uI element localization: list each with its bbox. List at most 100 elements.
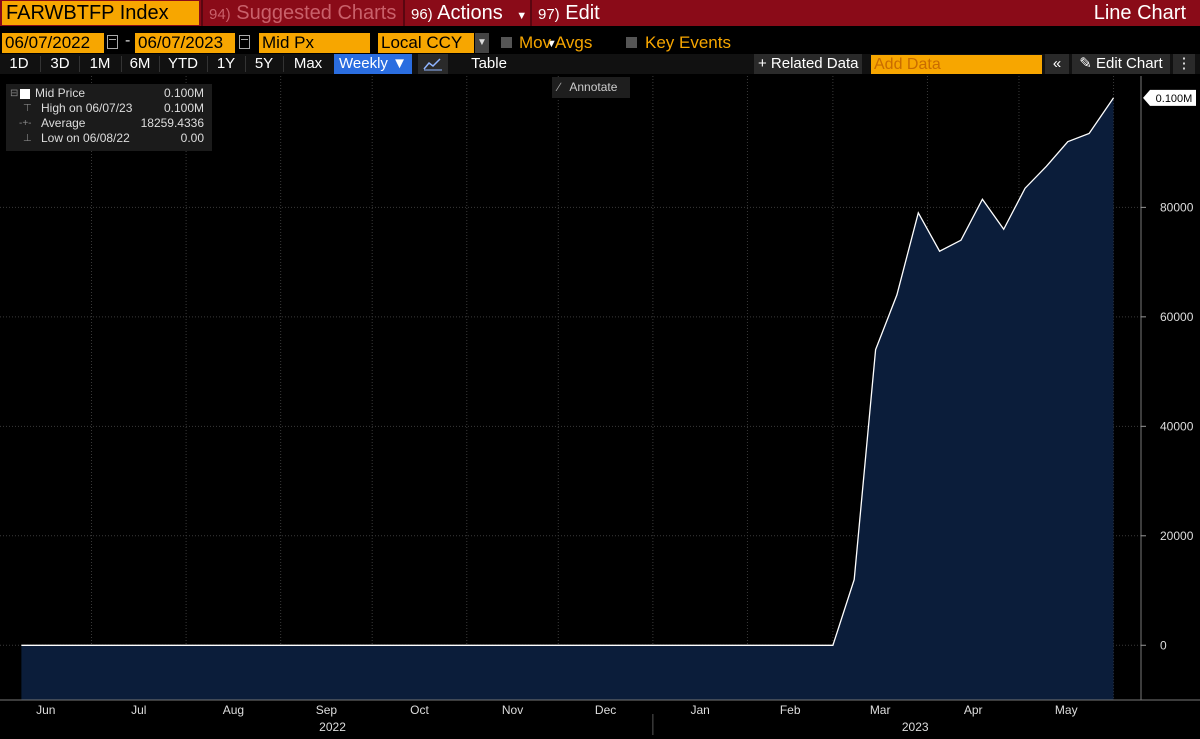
menu-number: 97): [538, 6, 560, 23]
field-selector[interactable]: Mid Px: [259, 33, 370, 53]
pencil-icon: ∕: [558, 80, 561, 94]
legend-series-row[interactable]: ⊟ Mid Price 0.100M: [6, 86, 212, 101]
menu-number: 94): [209, 6, 231, 23]
edit-menu[interactable]: 97) Edit ▼: [530, 0, 622, 50]
ticker-field[interactable]: FARWBTFP Index: [2, 1, 199, 25]
x-axis-labels: Jun Jul Aug Sep Oct Nov Dec Jan Feb Mar Apr May 2022…: [36, 703, 1078, 735]
price-series-line[interactable]: [21, 97, 1115, 646]
y-axis-ticks: 0 20000 40000 60000 80000: [1141, 200, 1194, 652]
legend-series-name: Mid Price: [35, 86, 86, 100]
menu-label: Actions: [437, 2, 503, 24]
annotate-label: Annotate: [569, 80, 618, 94]
divider: [283, 56, 284, 72]
key-events-label[interactable]: Key Events: [645, 33, 731, 52]
x-tick-label: Feb: [780, 703, 801, 717]
divider: [207, 56, 208, 72]
menu-label: Suggested Charts: [236, 2, 397, 24]
legend-panel[interactable]: ⊟ Mid Price 0.100M ⊤ High on 06/07/23 0.…: [6, 84, 212, 151]
y-tick-label: 20000: [1160, 529, 1194, 543]
table-view-button[interactable]: Table: [471, 55, 507, 72]
legend-low-row: ⊥ Low on 06/08/22 0.00: [6, 131, 212, 146]
x-tick-label: May: [1055, 703, 1078, 717]
range-1y-button[interactable]: 1Y: [216, 55, 236, 72]
add-data-input[interactable]: Add Data: [871, 55, 1042, 74]
date-separator: -: [125, 32, 131, 49]
x-tick-label: Nov: [502, 703, 523, 717]
actions-menu[interactable]: 96) Actions ▼: [403, 0, 530, 26]
range-ytd-button[interactable]: YTD: [168, 55, 198, 72]
annotate-button[interactable]: ∕ Annotate: [552, 77, 630, 98]
x-tick-label: Dec: [595, 703, 616, 717]
menu-label: Edit: [565, 2, 600, 24]
more-options-icon[interactable]: ⋮: [1173, 54, 1195, 74]
toolbar: 1D 3D 1M 6M YTD 1Y 5Y Max Weekly ▼ Table…: [0, 54, 1200, 74]
y-tick-label: 80000: [1160, 200, 1194, 214]
divider: [40, 56, 41, 72]
low-marker-icon: ⊥: [23, 133, 32, 144]
range-1m-button[interactable]: 1M: [89, 55, 111, 72]
related-data-button[interactable]: + Related Data: [754, 54, 862, 74]
chevron-down-icon: ▼: [546, 38, 557, 50]
range-6m-button[interactable]: 6M: [129, 55, 151, 72]
legend-high-label: High on 06/07/23: [41, 101, 133, 115]
chevron-down-icon[interactable]: ▼: [475, 33, 489, 53]
divider: [121, 56, 122, 72]
range-1d-button[interactable]: 1D: [9, 55, 29, 72]
x-tick-label: Jul: [131, 703, 146, 717]
edit-chart-button[interactable]: ✎ Edit Chart: [1072, 54, 1170, 74]
legend-low-label: Low on 06/08/22: [41, 131, 130, 145]
chevron-down-icon: ▼: [516, 10, 528, 22]
x-tick-label: Aug: [223, 703, 244, 717]
series-color-swatch: [20, 89, 30, 99]
high-marker-icon: ⊤: [23, 103, 32, 114]
legend-high-row: ⊤ High on 06/07/23 0.100M: [6, 101, 212, 116]
calendar-icon[interactable]: [239, 35, 250, 49]
last-value-label: 0.100M: [1156, 93, 1193, 105]
range-3d-button[interactable]: 3D: [50, 55, 70, 72]
y-tick-label: 60000: [1160, 310, 1194, 324]
x-tick-label: Mar: [870, 703, 891, 717]
parameter-row: 06/07/2022 - 06/07/2023 Mid Px Local CCY…: [0, 32, 1200, 54]
divider: [79, 56, 80, 72]
range-max-button[interactable]: Max: [293, 55, 323, 72]
y-tick-label: 40000: [1160, 419, 1194, 433]
price-area-fill: [21, 97, 1114, 700]
collapse-icon[interactable]: «: [1045, 54, 1069, 74]
year-label: 2022: [319, 720, 346, 734]
year-label: 2023: [902, 720, 929, 734]
start-date-field[interactable]: 06/07/2022: [2, 33, 104, 53]
period-weekly-dropdown[interactable]: Weekly ▼: [334, 54, 412, 74]
range-5y-button[interactable]: 5Y: [254, 55, 274, 72]
x-tick-label: Jun: [36, 703, 55, 717]
expand-icon[interactable]: ⊟: [10, 88, 19, 99]
calendar-icon[interactable]: [107, 35, 118, 49]
average-marker-icon: -+-: [19, 118, 32, 129]
last-value-tag: [1143, 89, 1196, 106]
divider: [245, 56, 246, 72]
legend-low-value: 0.00: [180, 131, 204, 145]
legend-average-value: 18259.4336: [140, 116, 204, 130]
suggested-charts-menu[interactable]: 94) Suggested Charts: [201, 0, 403, 26]
last-value-marker: 0.100M: [1143, 89, 1196, 106]
y-tick-label: 0: [1160, 638, 1167, 652]
line-chart-glyph: [423, 58, 442, 71]
legend-average-label: Average: [41, 116, 86, 130]
x-tick-label: Apr: [964, 703, 983, 717]
legend-average-row: -+- Average 18259.4336: [6, 116, 212, 131]
legend-high-value: 0.100M: [163, 101, 204, 115]
x-tick-label: Sep: [316, 703, 338, 717]
currency-selector[interactable]: Local CCY: [378, 33, 474, 53]
divider: [159, 56, 160, 72]
mov-avgs-checkbox[interactable]: [501, 37, 512, 48]
legend-series-value: 0.100M: [163, 86, 204, 100]
chart-type-label: Line Chart: [1093, 2, 1186, 24]
mov-avgs-label[interactable]: Mov Avgs: [519, 33, 593, 52]
line-chart-icon[interactable]: [418, 54, 448, 74]
end-date-field[interactable]: 06/07/2023: [135, 33, 235, 53]
x-tick-label: Oct: [410, 703, 429, 717]
menu-number: 96): [411, 6, 433, 23]
title-bar: FARWBTFP Index 94) Suggested Charts 96) …: [0, 0, 1200, 50]
x-tick-label: Jan: [690, 703, 709, 717]
key-events-checkbox[interactable]: [626, 37, 637, 48]
